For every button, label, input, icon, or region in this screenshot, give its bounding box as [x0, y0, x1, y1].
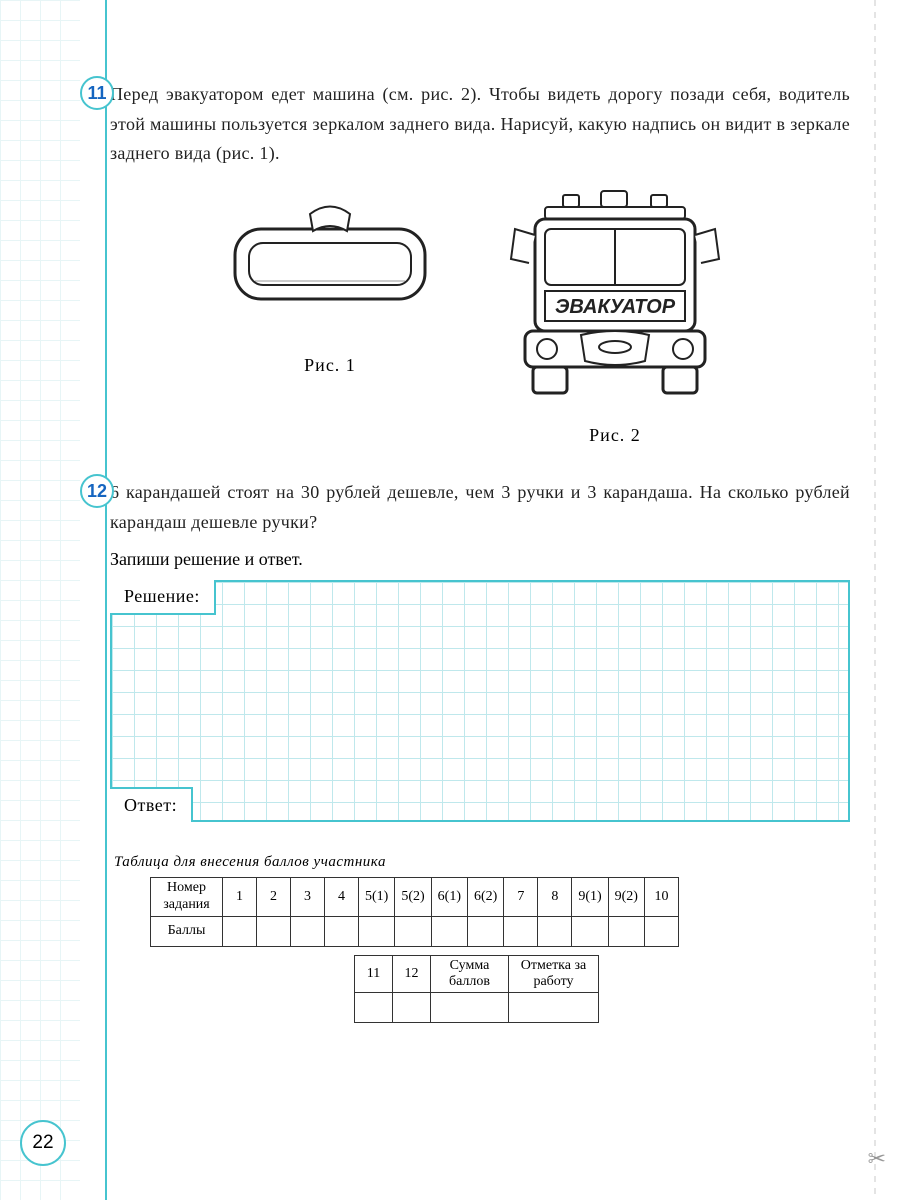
task-12: 12 6 карандашей стоят на 30 рублей дешев…	[110, 478, 850, 822]
solution-grid-box[interactable]: Решение: Ответ:	[110, 580, 850, 822]
figure-1: Рис. 1	[215, 189, 445, 446]
task-12-instruction: Запиши решение и ответ.	[110, 549, 850, 570]
solution-label: Решение:	[110, 580, 216, 615]
scores-caption: Таблица для внесения баллов участника	[114, 854, 850, 871]
page-number: 22	[20, 1120, 66, 1166]
table-row: 11 12 Сумма баллов Отметка за работу	[355, 956, 599, 993]
grid-margin	[0, 0, 80, 1200]
answer-label: Ответ:	[110, 787, 193, 822]
tow-truck-icon: ЭВАКУАТОР	[485, 189, 745, 419]
task-11-text: Перед эвакуатором едет машина (см. рис. …	[110, 80, 850, 169]
table-row	[355, 993, 599, 1023]
figure-2-label: Рис. 2	[485, 425, 745, 446]
figures-row: Рис. 1 ЭВАКУАТОР	[110, 189, 850, 446]
figure-1-label: Рис. 1	[215, 355, 445, 376]
task-11: 11 Перед эвакуатором едет машина (см. ри…	[110, 80, 850, 446]
scores-table-2: 11 12 Сумма баллов Отметка за работу	[354, 955, 599, 1023]
task-12-text: 6 карандашей стоят на 30 рублей дешевле,…	[110, 478, 850, 537]
binding-edge	[874, 0, 876, 1200]
margin-line	[105, 0, 107, 1200]
scores-table-1: Номер задания 1 2 3 4 5(1) 5(2) 6(1) 6(2…	[150, 877, 679, 947]
task-number-badge: 11	[80, 76, 114, 110]
table-row: Номер задания 1 2 3 4 5(1) 5(2) 6(1) 6(2…	[151, 878, 679, 917]
mirror-icon	[215, 189, 445, 349]
truck-sign-text: ЭВАКУАТОР	[555, 296, 676, 318]
task-number-badge: 12	[80, 474, 114, 508]
figure-2: ЭВАКУАТОР Рис. 2	[485, 189, 745, 446]
table-row: Баллы	[151, 917, 679, 947]
row-header: Баллы	[151, 917, 223, 947]
scissors-icon: ✂	[868, 1146, 886, 1172]
page-content: 11 Перед эвакуатором едет машина (см. ри…	[110, 80, 850, 1023]
row-header: Номер задания	[151, 878, 223, 917]
